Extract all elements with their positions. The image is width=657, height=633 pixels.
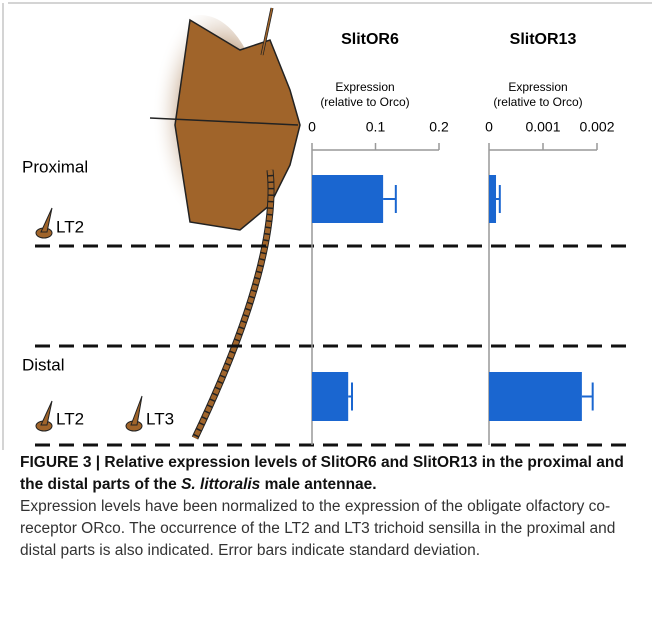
sensillum-label: LT3 xyxy=(146,409,174,428)
x-axis-label: (relative to Orco) xyxy=(320,95,409,109)
sensillum-icon xyxy=(35,207,53,239)
x-tick-label: 0.2 xyxy=(429,119,449,135)
x-axis-label: Expression xyxy=(335,80,394,94)
sensillum-label: LT2 xyxy=(56,217,84,236)
sensillum-icon xyxy=(35,400,53,432)
bar xyxy=(489,175,497,223)
moth-head xyxy=(140,7,301,440)
error-bar xyxy=(383,185,397,213)
bar xyxy=(312,372,349,421)
error-bar xyxy=(496,185,501,213)
x-tick-label: 0 xyxy=(485,119,493,135)
region-label: Proximal xyxy=(22,157,88,176)
x-tick-label: 0 xyxy=(308,119,316,135)
region-label: Distal xyxy=(22,355,65,374)
caption-title: FIGURE 3 | Relative expression levels of… xyxy=(20,454,624,493)
error-bar xyxy=(581,382,594,411)
x-tick-label: 0.002 xyxy=(579,119,614,135)
dividers xyxy=(35,244,632,447)
caption-body: Expression levels have been normalized t… xyxy=(20,498,616,559)
x-axis-label: (relative to Orco) xyxy=(493,95,582,109)
x-tick-label: 0.1 xyxy=(366,119,386,135)
x-tick-label: 0.001 xyxy=(525,119,560,135)
chart-title: SlitOR13 xyxy=(510,31,577,48)
caption: FIGURE 3 | Relative expression levels of… xyxy=(20,452,640,562)
x-axis-label: Expression xyxy=(508,80,567,94)
sensillum-icon xyxy=(125,395,143,432)
sensillum-label: LT2 xyxy=(56,409,84,428)
error-bar xyxy=(348,382,354,411)
bar xyxy=(312,175,384,223)
bar xyxy=(489,372,582,421)
chart-title: SlitOR6 xyxy=(341,31,399,48)
figure: Proximal Distal LT2 LT2 LT3 SlitOR6 Expre… xyxy=(2,2,652,450)
